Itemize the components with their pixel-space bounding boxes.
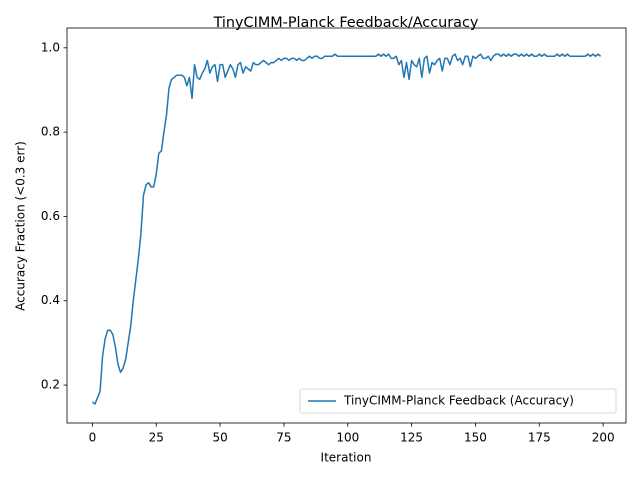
y-tick-label: 0.2 [41, 378, 60, 392]
plot-frame [66, 27, 627, 424]
x-tick-label: 150 [464, 431, 487, 445]
chart-title: TinyCIMM-Planck Feedback/Accuracy [213, 15, 479, 31]
x-tick-label: 200 [592, 431, 615, 445]
x-tick-label: 75 [276, 431, 291, 445]
y-tick-label: 1.0 [41, 40, 60, 54]
x-tick-label: 0 [89, 431, 97, 445]
x-tick-label: 25 [149, 431, 164, 445]
legend-box [299, 388, 617, 414]
x-tick-label: 125 [400, 431, 423, 445]
y-tick-label: 0.8 [41, 125, 60, 139]
x-tick-label: 100 [336, 431, 359, 445]
line-series [91, 53, 602, 405]
x-tick-label: 50 [212, 431, 227, 445]
y-axis-label: Accuracy Fraction (<0.3 err) [14, 141, 28, 311]
x-axis-label: Iteration [321, 451, 372, 465]
legend-label: TinyCIMM-Planck Feedback (Accuracy) [343, 394, 574, 408]
x-tick-label: 175 [528, 431, 551, 445]
y-tick-label: 0.4 [41, 293, 60, 307]
y-tick-label: 0.6 [41, 209, 60, 223]
